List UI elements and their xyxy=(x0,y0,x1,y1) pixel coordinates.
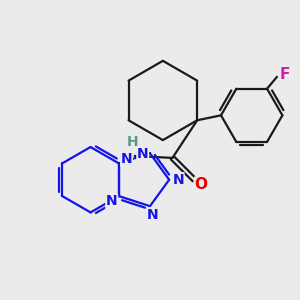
Text: N: N xyxy=(147,208,158,222)
Text: F: F xyxy=(280,68,290,82)
Text: N: N xyxy=(172,173,184,187)
Text: O: O xyxy=(195,177,208,192)
Text: N: N xyxy=(106,194,118,208)
Text: N: N xyxy=(121,152,132,166)
Text: H: H xyxy=(127,135,139,149)
Text: N: N xyxy=(137,147,148,161)
